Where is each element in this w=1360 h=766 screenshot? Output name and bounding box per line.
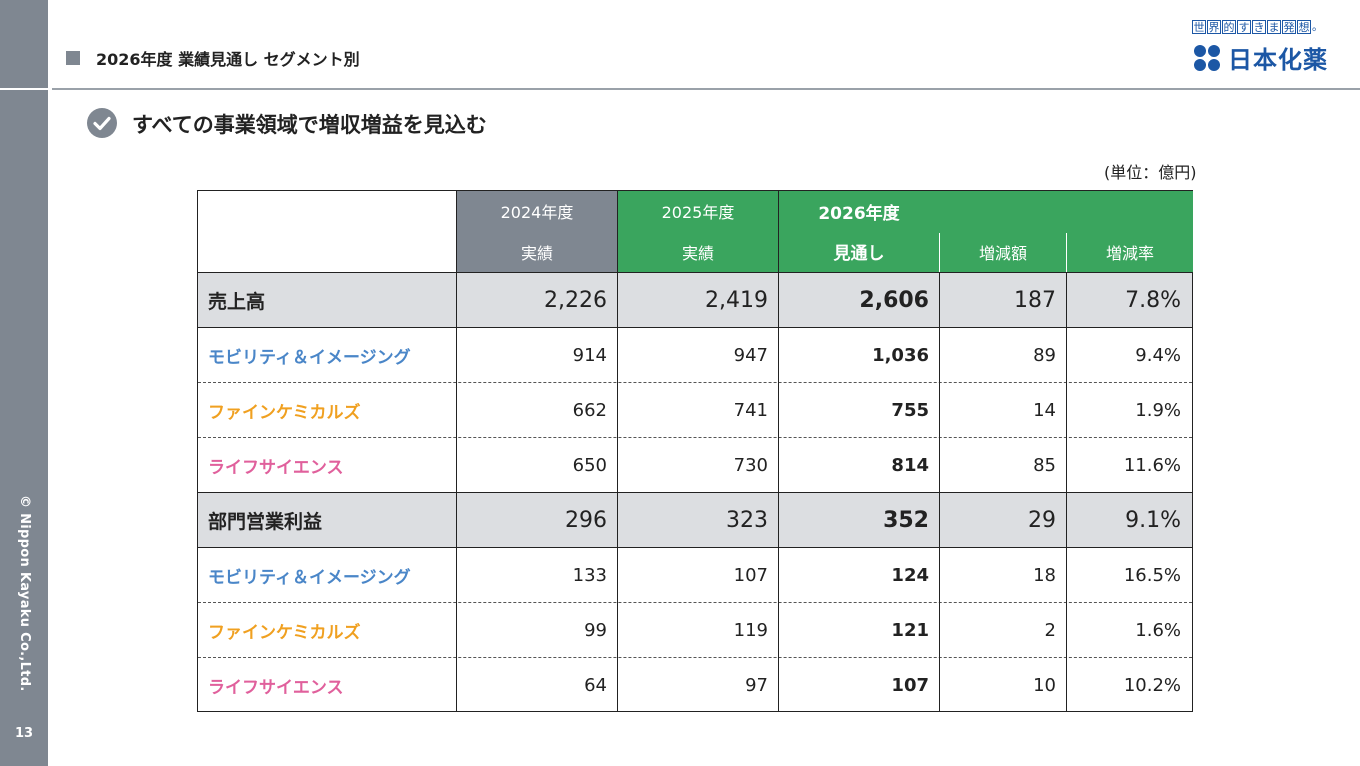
slogan-char: 想 (1297, 20, 1311, 34)
slogan-char: 界 (1207, 20, 1221, 34)
header-divider-v (778, 191, 779, 272)
row-divider (198, 492, 1192, 493)
cell-v2024: 914 (572, 344, 607, 366)
cell-diff: 14 (1033, 399, 1056, 421)
row-label: モビリティ＆イメージング (208, 347, 411, 368)
row-divider (198, 272, 1192, 273)
cell-diff: 18 (1033, 564, 1056, 586)
slogan-char: 的 (1222, 20, 1236, 34)
cell-v2024: 2,226 (544, 287, 607, 313)
cell-diff: 89 (1033, 344, 1056, 366)
sidebar (0, 90, 48, 766)
cell-rate: 10.2% (1123, 674, 1181, 696)
cell-v2024: 99 (584, 619, 607, 641)
header-2025: 2025年度 (618, 191, 778, 231)
profit-row-band (198, 493, 1192, 547)
cell-v2025: 323 (726, 507, 768, 533)
header-divider-v (939, 233, 940, 272)
slogan-char: す (1237, 20, 1251, 34)
row-divider (198, 547, 1192, 548)
cell-v2026: 352 (883, 507, 929, 533)
cell-diff: 85 (1033, 454, 1056, 476)
cell-v2025: 2,419 (705, 287, 768, 313)
slogan-dot: 。 (1312, 20, 1323, 33)
cell-v2026: 121 (891, 619, 929, 641)
slogan-char: 発 (1282, 20, 1296, 34)
header-2025-actual: 実績 (618, 231, 778, 272)
cell-v2025: 119 (733, 619, 768, 641)
cell-rate: 1.6% (1135, 619, 1181, 641)
sales-row-band (198, 273, 1192, 327)
cell-v2024: 662 (572, 399, 607, 421)
cell-diff: 29 (1028, 507, 1056, 533)
row-divider-dashed (198, 657, 1192, 658)
cell-v2024: 296 (565, 507, 607, 533)
slogan-char: 世 (1192, 20, 1206, 34)
cell-v2026: 124 (891, 564, 929, 586)
cell-v2026: 814 (891, 454, 929, 476)
header-change-rate: 増減率 (1105, 243, 1154, 263)
cell-v2025: 107 (733, 564, 768, 586)
slogan-char: ま (1267, 20, 1281, 34)
cell-v2024: 64 (584, 674, 607, 696)
title-square-icon (66, 51, 80, 65)
page-title: 2026年度 業績見通し セグメント別 (96, 50, 360, 69)
column-divider (456, 191, 457, 711)
cell-v2025: 741 (733, 399, 768, 421)
page-number: 13 (14, 726, 34, 741)
cell-rate: 16.5% (1123, 564, 1181, 586)
cell-v2026: 755 (891, 399, 929, 421)
row-label: ファインケミカルズ (208, 402, 361, 423)
slogan: 世 界 的 す き ま 発 想 。 (1192, 20, 1323, 34)
cell-rate: 7.8% (1125, 287, 1181, 313)
header-2026-forecast: 見通し (833, 244, 885, 264)
header-change-amount: 増減額 (978, 243, 1027, 263)
row-label: ライフサイエンス (208, 457, 344, 478)
cell-rate: 9.1% (1125, 507, 1181, 533)
check-circle-icon (87, 108, 117, 138)
cell-diff: 10 (1033, 674, 1056, 696)
sidebar-top-block (0, 0, 48, 88)
row-label: モビリティ＆イメージング (208, 567, 411, 588)
row-divider-dashed (198, 437, 1192, 438)
headline: すべての事業領域で増収増益を見込む (132, 113, 487, 137)
row-label: 売上高 (208, 290, 266, 313)
logo-text: 日本化薬 (1228, 46, 1328, 74)
row-label: ファインケミカルズ (208, 622, 361, 643)
row-divider (198, 327, 1192, 328)
row-divider-dashed (198, 382, 1192, 383)
header-2026-group (779, 191, 1193, 272)
column-divider (617, 191, 618, 711)
cell-rate: 11.6% (1123, 454, 1181, 476)
header-divider-v (1066, 233, 1067, 272)
cell-rate: 9.4% (1135, 344, 1181, 366)
column-divider (939, 272, 940, 711)
cell-rate: 1.9% (1135, 399, 1181, 421)
cell-diff: 187 (1014, 287, 1056, 313)
cell-v2025: 97 (745, 674, 768, 696)
slogan-char: き (1252, 20, 1266, 34)
header-2024-actual: 実績 (457, 231, 617, 272)
cell-v2024: 133 (572, 564, 607, 586)
cell-v2026: 2,606 (859, 287, 929, 313)
cell-diff: 2 (1044, 619, 1056, 641)
unit-label: (単位：億円) (1104, 163, 1197, 182)
cell-v2026: 1,036 (872, 344, 929, 366)
row-label: ライフサイエンス (208, 677, 344, 698)
cell-v2025: 947 (733, 344, 768, 366)
header-2026: 2026年度 (818, 203, 900, 224)
cell-v2024: 650 (572, 454, 607, 476)
header-divider (52, 88, 1360, 90)
segment-forecast-table: 2024年度 実績 2025年度 実績 2026年度 見通し 増減額 増減率 売… (197, 190, 1193, 712)
logo-mark-icon (1194, 44, 1220, 71)
cell-v2026: 107 (891, 674, 929, 696)
column-divider (778, 272, 779, 711)
cell-v2025: 730 (733, 454, 768, 476)
column-divider (1066, 272, 1067, 711)
header-2024: 2024年度 (457, 191, 617, 231)
row-label: 部門営業利益 (208, 510, 323, 533)
copyright-text: © Nippon Kayaku Co.,Ltd. (17, 495, 32, 692)
company-logo: 日本化薬 (1192, 40, 1328, 75)
row-divider-dashed (198, 602, 1192, 603)
